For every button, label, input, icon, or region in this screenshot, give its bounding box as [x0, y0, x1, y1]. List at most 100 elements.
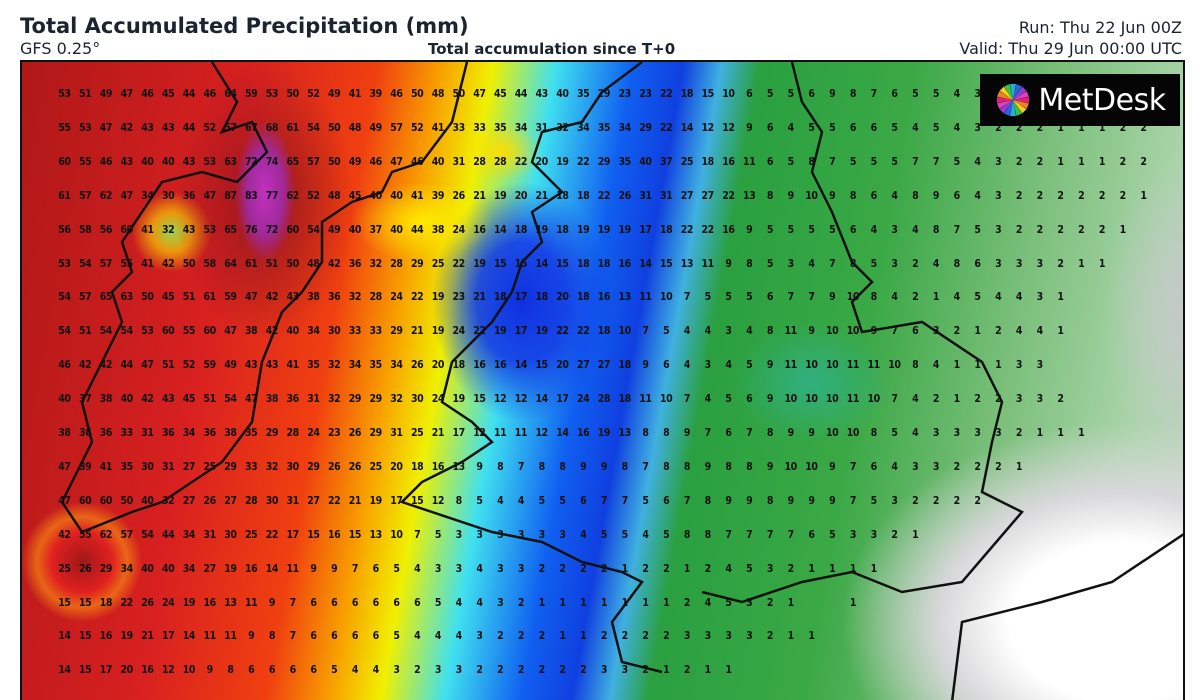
precip-value: 27: [680, 189, 694, 202]
precip-value: 6: [808, 528, 815, 541]
precip-value: 8: [683, 528, 691, 541]
precip-value: 37: [660, 155, 673, 168]
precip-value: 7: [289, 630, 297, 643]
pinwheel-petal: [1013, 100, 1030, 109]
precip-value: 4: [455, 596, 463, 609]
precip-value: 12: [514, 393, 528, 406]
precip-value: 61: [58, 189, 71, 202]
precip-value: 17: [286, 528, 300, 541]
precip-value: 10: [826, 325, 839, 338]
precip-value: 1: [704, 664, 712, 677]
pinwheel-petal: [1013, 84, 1023, 100]
precip-value: 18: [514, 223, 528, 236]
precip-value: 52: [203, 121, 217, 134]
value-row: 46 42 42 44 47 51 52 59 49 43 43 41 35 32 34 35 34 26 20 18…: [54, 353, 1050, 373]
precip-value: 47: [390, 155, 403, 168]
precip-value: 4: [953, 121, 961, 134]
precip-value: 3: [497, 562, 504, 575]
precip-value: 17: [639, 223, 652, 236]
precip-value: 9: [310, 562, 317, 575]
precip-value: 2: [1119, 155, 1127, 168]
precip-value: 38: [99, 393, 113, 406]
coastline-britain-west: [399, 62, 663, 674]
precip-value: 61: [286, 121, 300, 134]
precip-value: 29: [99, 562, 113, 575]
precipitation-map: 53 51 49 47 46 45 44 46 64 59 53 50 52 49 41 39 46 50 48 50…: [20, 60, 1185, 700]
precip-value: 47: [58, 494, 71, 507]
precip-value: 55: [79, 155, 92, 168]
precip-value: 5: [829, 528, 836, 541]
precip-value: 5: [808, 121, 815, 134]
precip-value: 11: [846, 359, 860, 372]
precip-value: 7: [621, 494, 629, 507]
precip-value: 4: [974, 189, 981, 202]
precip-value: 7: [683, 393, 691, 406]
precip-value: 7: [953, 223, 961, 236]
precip-value: 1: [1057, 121, 1064, 134]
precip-value: 20: [390, 460, 403, 473]
precip-value: 4: [704, 325, 712, 338]
precip-value: 36: [348, 257, 362, 270]
precip-value: 19: [618, 223, 632, 236]
precip-value: 7: [683, 291, 691, 304]
precip-value: 5: [600, 528, 608, 541]
precip-value: 53: [58, 88, 71, 100]
precip-value: 9: [600, 460, 608, 473]
precip-value: 40: [639, 155, 652, 168]
precip-value: 42: [265, 325, 279, 338]
precip-value: 2: [953, 494, 961, 507]
precip-value: 42: [99, 359, 113, 372]
precip-value: 43: [182, 223, 196, 236]
precip-value: 9: [206, 664, 214, 677]
precip-value: 3: [455, 664, 463, 677]
precip-value: 50: [452, 88, 466, 100]
precip-value: 54: [141, 528, 154, 541]
precip-value: 8: [766, 427, 774, 439]
precip-value: 37: [79, 393, 92, 406]
precip-value: 52: [411, 121, 424, 134]
precip-value: 6: [808, 88, 815, 100]
precip-value: 6: [953, 189, 961, 202]
precip-value: 8: [538, 460, 546, 473]
precip-value: 21: [535, 189, 549, 202]
precip-value: 3: [995, 189, 1002, 202]
precip-value: 14: [494, 223, 507, 236]
precip-value: 9: [642, 359, 649, 372]
precip-value: 17: [514, 325, 528, 338]
precip-value: 7: [891, 325, 898, 338]
precip-value: 9: [331, 562, 338, 575]
precip-value: 19: [535, 325, 549, 338]
precip-value: 22: [452, 257, 466, 270]
precip-value: 9: [683, 427, 691, 439]
precip-value: 13: [618, 291, 632, 304]
precip-value: 4: [414, 562, 421, 575]
precip-value: 8: [932, 223, 940, 236]
precip-value: 22: [577, 155, 590, 168]
precip-value: 34: [182, 562, 196, 575]
precip-value: 4: [953, 291, 961, 304]
precip-value: 54: [99, 325, 113, 338]
precip-value: 12: [701, 121, 715, 134]
precip-value: 6: [372, 596, 380, 609]
precip-value: 7: [787, 528, 795, 541]
precip-value: 34: [182, 427, 196, 439]
precip-value: 6: [870, 460, 878, 473]
precip-value: 1: [1098, 121, 1106, 134]
precip-value: 43: [245, 359, 258, 372]
precip-value: 5: [725, 596, 732, 609]
precip-value: 1: [995, 359, 1002, 372]
precip-value: 4: [932, 257, 940, 270]
precip-value: 3: [932, 460, 940, 473]
precip-value: 2: [974, 494, 981, 507]
precip-value: 57: [307, 155, 320, 168]
precip-value: 30: [224, 528, 237, 541]
precip-value: 22: [411, 291, 424, 304]
precip-value: 2: [766, 596, 774, 609]
precip-value: 5: [787, 155, 795, 168]
precip-value: 7: [642, 460, 649, 473]
precip-value: 33: [120, 427, 134, 439]
precip-value: 18: [494, 291, 507, 304]
pinwheel-petal: [997, 91, 1014, 100]
precip-value: 40: [58, 393, 71, 406]
precip-value: 8: [455, 494, 463, 507]
